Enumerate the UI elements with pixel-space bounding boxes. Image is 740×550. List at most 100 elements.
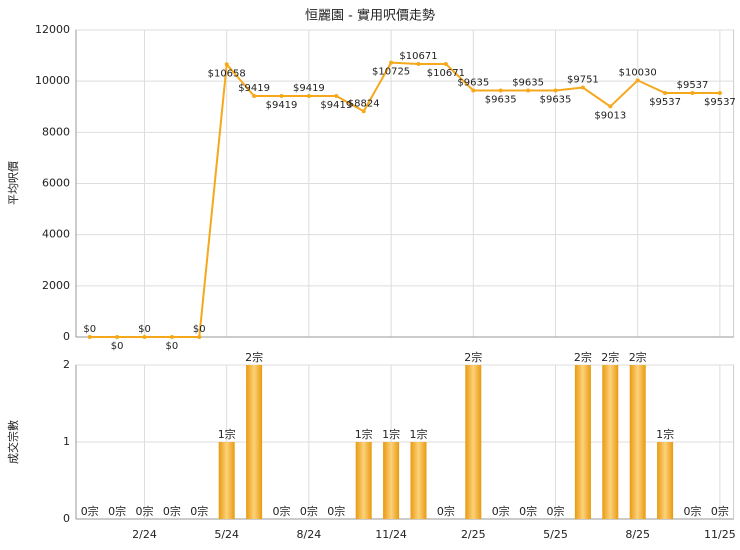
data-label: $8824 (348, 98, 380, 109)
data-label: 2宗 (574, 350, 592, 364)
point (389, 60, 394, 65)
data-label: 0宗 (492, 504, 510, 518)
data-label: 0宗 (81, 504, 99, 518)
data-label: 2宗 (601, 350, 619, 364)
data-label: $0 (193, 324, 206, 335)
bar (355, 442, 372, 519)
data-label: $10030 (619, 67, 657, 78)
y-axis-label: 成交宗數 (6, 420, 20, 464)
data-label: 2宗 (629, 350, 647, 364)
point (608, 104, 613, 109)
y-tick-label: 6000 (42, 177, 70, 190)
point (663, 91, 668, 96)
x-tick-label: 2/25 (461, 528, 486, 541)
bar (218, 442, 235, 519)
data-label: 0宗 (711, 504, 729, 518)
bar (246, 365, 263, 519)
data-label: 1宗 (218, 427, 236, 441)
bar (574, 365, 591, 519)
data-label: $9419 (266, 100, 298, 111)
data-label: $10658 (208, 68, 246, 79)
x-tick-label: 5/25 (543, 528, 568, 541)
x-tick-label: 11/24 (375, 528, 407, 541)
data-label: $10725 (372, 67, 410, 78)
data-label: 1宗 (410, 427, 428, 441)
chart-title: 恒麗園 - 實用呎價走勢 (305, 8, 435, 24)
data-label: 2宗 (464, 350, 482, 364)
y-tick-label: 2 (63, 358, 70, 371)
data-label: $0 (111, 341, 124, 352)
data-label: $10671 (399, 51, 437, 62)
y-tick-label: 12000 (35, 23, 70, 36)
data-label: $9537 (704, 97, 736, 108)
x-tick-label: 11/25 (704, 528, 736, 541)
data-label: 0宗 (327, 504, 345, 518)
point (471, 88, 476, 93)
point (635, 78, 640, 83)
data-label: 0宗 (108, 504, 126, 518)
data-label: 0宗 (190, 504, 208, 518)
data-label: 2宗 (245, 350, 263, 364)
data-label: 0宗 (684, 504, 702, 518)
point (717, 91, 722, 96)
data-label: $9635 (457, 78, 489, 89)
data-label: 0宗 (437, 504, 455, 518)
bar (629, 365, 646, 519)
point (690, 91, 695, 96)
data-label: $9635 (540, 95, 572, 106)
bar (383, 442, 400, 519)
data-label: 0宗 (547, 504, 565, 518)
data-label: 0宗 (519, 504, 537, 518)
bar (602, 365, 619, 519)
point (252, 94, 257, 99)
bar (465, 365, 482, 519)
y-tick-label: 2000 (42, 279, 70, 292)
x-tick-label: 2/24 (132, 528, 157, 541)
point (553, 88, 558, 93)
data-label: $9013 (594, 110, 626, 121)
point (498, 88, 503, 93)
point (580, 85, 585, 90)
point (443, 62, 448, 67)
data-label: $0 (138, 324, 151, 335)
point (197, 335, 202, 339)
point (87, 335, 92, 339)
data-label: 0宗 (136, 504, 154, 518)
y-tick-label: 4000 (42, 228, 70, 241)
bar (410, 442, 427, 519)
data-label: $9537 (649, 97, 681, 108)
point (224, 62, 229, 67)
y-tick-label: 8000 (42, 125, 70, 138)
bar (657, 442, 674, 519)
y-tick-label: 0 (63, 330, 70, 343)
point (306, 94, 311, 99)
point (115, 335, 120, 339)
data-label: 0宗 (300, 504, 318, 518)
x-tick-label: 5/24 (214, 528, 239, 541)
x-tick-label: 8/24 (297, 528, 322, 541)
point (361, 109, 366, 114)
data-label: 1宗 (656, 427, 674, 441)
point (142, 335, 147, 339)
point (169, 335, 174, 339)
data-label: $0 (83, 324, 96, 335)
line (89, 61, 720, 338)
data-label: 1宗 (382, 427, 400, 441)
data-label: 0宗 (273, 504, 291, 518)
data-label: $0 (166, 341, 179, 352)
y-tick-label: 0 (63, 512, 70, 525)
point (416, 62, 421, 67)
point (279, 94, 284, 99)
data-label: 1宗 (355, 427, 373, 441)
data-label: $9537 (677, 80, 709, 91)
point (334, 94, 339, 99)
y-axis-label: 平均呎價 (6, 161, 20, 205)
y-tick-label: 10000 (35, 74, 70, 87)
point (526, 88, 531, 93)
data-label: 0宗 (163, 504, 181, 518)
x-tick-label: 8/25 (625, 528, 650, 541)
data-label: $9419 (293, 83, 325, 94)
data-label: $10671 (427, 68, 465, 79)
y-tick-label: 1 (63, 435, 70, 448)
